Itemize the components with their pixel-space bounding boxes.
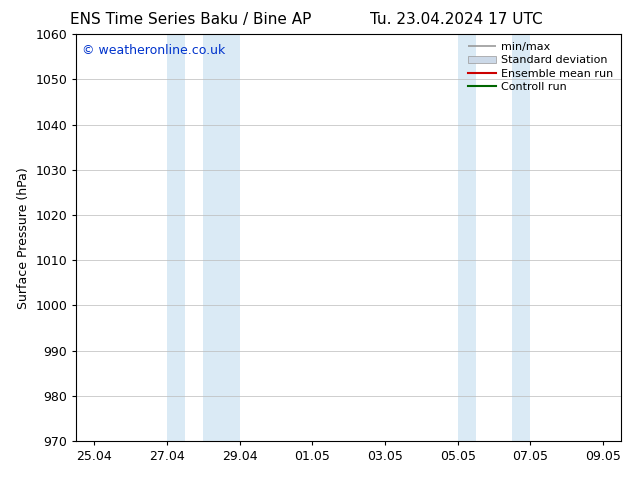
Y-axis label: Surface Pressure (hPa): Surface Pressure (hPa) — [16, 167, 30, 309]
Text: Tu. 23.04.2024 17 UTC: Tu. 23.04.2024 17 UTC — [370, 12, 543, 27]
Bar — [512, 34, 531, 441]
Legend: min/max, Standard deviation, Ensemble mean run, Controll run: min/max, Standard deviation, Ensemble me… — [463, 38, 618, 97]
Text: © weatheronline.co.uk: © weatheronline.co.uk — [82, 45, 225, 57]
Bar — [204, 34, 240, 441]
Bar — [167, 34, 185, 441]
Text: ENS Time Series Baku / Bine AP: ENS Time Series Baku / Bine AP — [70, 12, 311, 27]
Bar — [458, 34, 476, 441]
